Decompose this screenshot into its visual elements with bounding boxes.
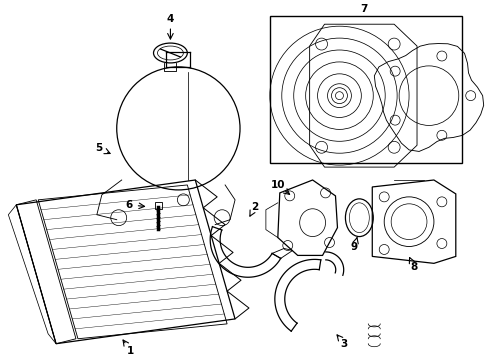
Bar [270,16,462,163]
Text: 8: 8 [411,262,417,272]
Text: 10: 10 [270,180,285,190]
Text: 7: 7 [361,4,368,14]
Text: 4: 4 [167,14,174,24]
Text: 1: 1 [127,346,134,356]
Text: 2: 2 [251,202,259,212]
Text: 6: 6 [125,200,132,210]
Text: 3: 3 [341,339,348,349]
Text: 5: 5 [95,143,102,153]
Circle shape [332,88,347,104]
Text: 9: 9 [351,243,358,252]
Bar [154,202,163,209]
